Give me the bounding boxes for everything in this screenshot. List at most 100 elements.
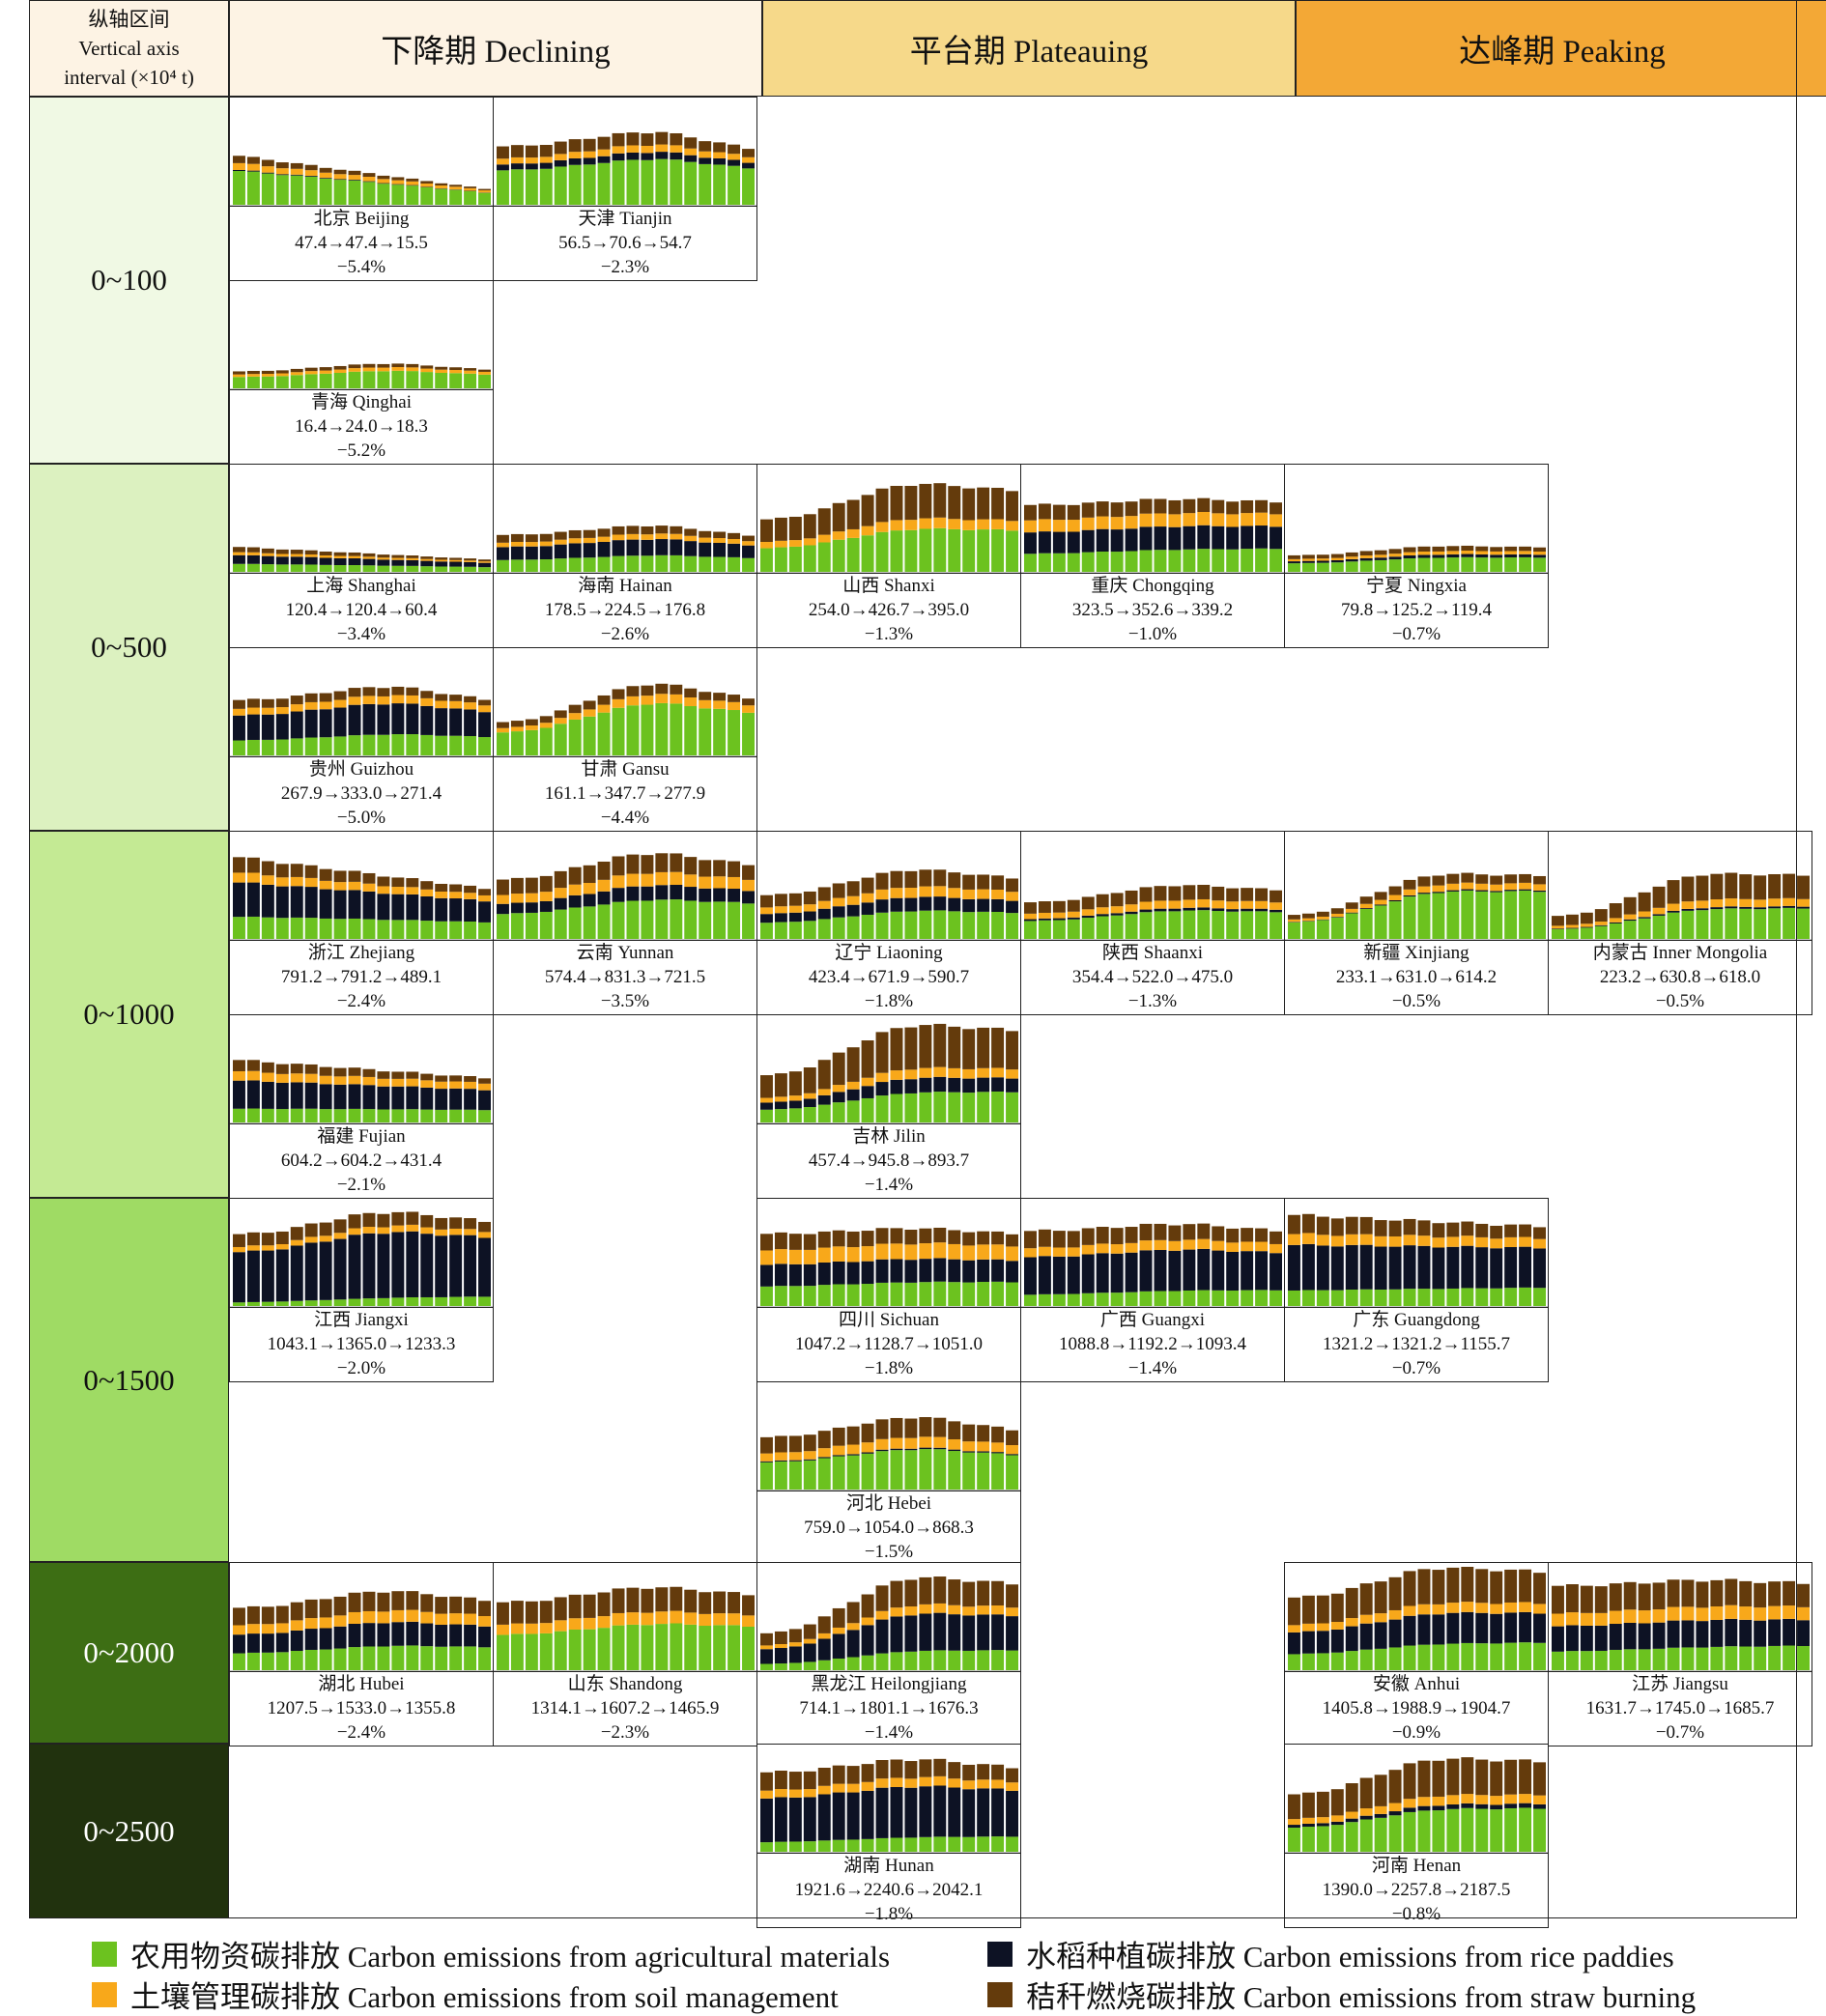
bar-segment-straw	[1346, 1217, 1358, 1235]
bar-segment-soil	[1739, 899, 1752, 907]
bar-segment-soil	[435, 700, 447, 708]
bar-segment-agri	[420, 566, 433, 572]
bar-segment-soil	[1226, 514, 1239, 526]
bar-segment-agri	[1155, 550, 1167, 572]
bar-segment-soil	[233, 553, 245, 555]
bar-segment-soil	[262, 374, 274, 377]
bar-segment-straw	[435, 1597, 447, 1614]
bar-segment-straw	[613, 526, 625, 535]
bar-segment-agri	[760, 1110, 773, 1122]
bar-segment-straw	[962, 489, 975, 521]
bar-segment-straw	[1504, 547, 1517, 552]
bar-segment-soil	[728, 154, 740, 159]
bar-segment-agri	[655, 899, 668, 939]
bar-segment-agri	[1053, 1294, 1066, 1306]
bar-segment-rice	[540, 901, 553, 912]
bar-segment-rice	[862, 1452, 874, 1453]
bar-segment-soil	[991, 1605, 1004, 1614]
bar-segment-soil	[684, 149, 697, 156]
bar-segment-straw	[862, 878, 874, 894]
bar-segment-agri	[1624, 921, 1637, 939]
bar-segment-straw	[627, 1588, 640, 1612]
bar-segment-agri	[584, 557, 596, 572]
bar-segment-rice	[804, 1264, 816, 1286]
bar-segment-rice	[391, 1232, 404, 1297]
bar-segment-straw	[247, 371, 260, 374]
bar-segment-rice	[1197, 907, 1210, 910]
province-chart	[230, 832, 494, 941]
bar-segment-rice	[1068, 1257, 1080, 1294]
bar-segment-straw	[1653, 887, 1666, 908]
bar-segment-straw	[862, 1595, 874, 1618]
bar-segment-soil	[334, 370, 347, 373]
bar-segment-rice	[598, 892, 611, 905]
bar-segment-soil	[1404, 553, 1416, 555]
bar-segment-rice	[1533, 891, 1546, 892]
bar-segment-straw	[991, 1232, 1004, 1244]
bar-segment-soil	[1418, 1235, 1431, 1246]
bar-segment-soil	[247, 553, 260, 555]
bar-segment-rice	[1024, 1258, 1037, 1295]
bar-segment-agri	[1068, 554, 1080, 572]
bar-segment-soil	[789, 1790, 802, 1798]
bar-segment-straw	[305, 1600, 318, 1618]
bar-segment-rice	[464, 1625, 476, 1647]
bar-segment-agri	[1418, 1645, 1431, 1670]
bar-segment-straw	[655, 853, 668, 872]
bar-segment-straw	[598, 862, 611, 880]
bar-segment-straw	[962, 875, 975, 890]
bar-segment-agri	[1226, 912, 1239, 939]
bar-segment-soil	[1302, 1818, 1315, 1824]
bar-segment-agri	[406, 1297, 418, 1306]
bar-segment-soil	[833, 1628, 845, 1633]
bar-segment-soil	[933, 1067, 946, 1077]
bar-segment-agri	[862, 1454, 874, 1490]
bar-segment-rice	[1346, 559, 1358, 561]
bar-segment-straw	[775, 1632, 787, 1644]
bar-segment-agri	[391, 1109, 404, 1122]
province-chart	[1285, 1199, 1549, 1308]
bar-segment-straw	[305, 1065, 318, 1074]
bar-segment-agri	[334, 1109, 347, 1122]
bar-segment-rice	[349, 1235, 361, 1298]
bar-segment-soil	[962, 1606, 975, 1615]
bar-segment-rice	[1168, 909, 1181, 912]
bar-segment-soil	[655, 533, 668, 539]
bar-segment-agri	[933, 528, 946, 572]
bar-segment-rice	[1270, 526, 1282, 549]
bar-segment-rice	[377, 894, 389, 920]
bar-segment-soil	[862, 526, 874, 536]
bar-segment-agri	[775, 1109, 787, 1122]
bar-segment-rice	[1375, 1247, 1387, 1290]
bar-segment-straw	[1126, 891, 1138, 904]
bar-segment-soil	[391, 181, 404, 185]
province-name: 广东 Guangdong	[1285, 1308, 1548, 1332]
bar-segment-straw	[1288, 1215, 1300, 1235]
bar-segment-straw	[862, 1231, 874, 1246]
bar-segment-straw	[977, 1581, 989, 1606]
legend-soil-label: 土壤管理碳排放 Carbon emissions from soil manag…	[130, 1973, 839, 2016]
bar-segment-soil	[1490, 552, 1502, 554]
bar-segment-soil	[670, 1611, 682, 1624]
bar-segment-straw	[1302, 1793, 1315, 1818]
bar-segment-agri	[1360, 1650, 1373, 1670]
bar-segment-straw	[276, 698, 289, 707]
bar-segment-agri	[804, 1107, 816, 1122]
bar-segment-agri	[655, 555, 668, 572]
bar-segment-soil	[1212, 900, 1224, 908]
bar-segment-soil	[391, 1610, 404, 1622]
bar-segment-rice	[1797, 1620, 1810, 1646]
bar-segment-soil	[904, 888, 917, 898]
bar-segment-agri	[276, 376, 289, 388]
bar-segment-agri	[1490, 1289, 1502, 1306]
province-name: 江西 Jiangxi	[230, 1308, 493, 1332]
bar-segment-straw	[728, 862, 740, 877]
bar-segment-agri	[1375, 1649, 1387, 1670]
bar-segment-agri	[569, 1630, 582, 1670]
bar-segment-soil	[1446, 1236, 1459, 1246]
bar-segment-straw	[699, 1592, 711, 1614]
bar-segment-agri	[233, 564, 245, 572]
bar-segment-soil	[247, 1245, 260, 1250]
province-name: 新疆 Xinjiang	[1285, 941, 1548, 965]
bar-segment-rice	[933, 896, 946, 910]
